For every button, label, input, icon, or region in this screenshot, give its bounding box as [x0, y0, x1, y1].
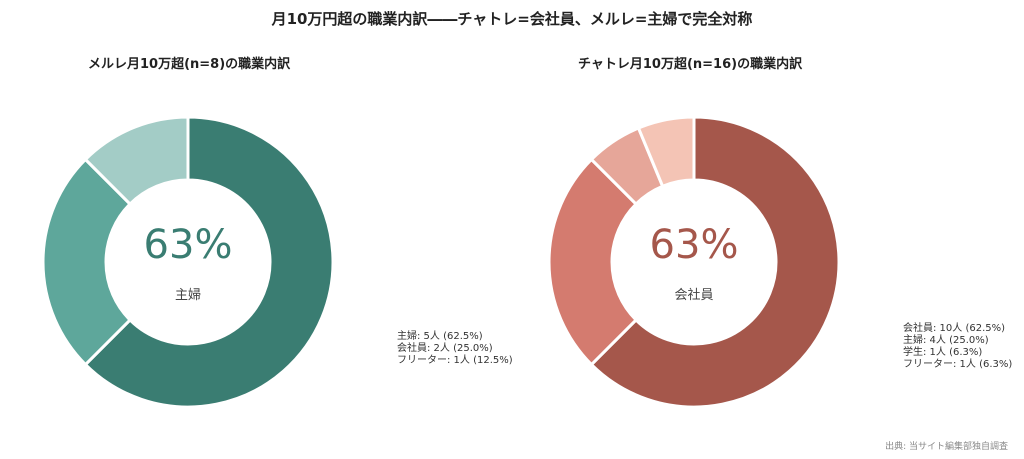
right-center-label: 会社員 — [674, 288, 714, 303]
donut-slice-主婦 — [547, 157, 639, 367]
left-center-label: 主婦 — [174, 288, 201, 303]
legend-item: フリーター: 1人 (6.3%) — [903, 359, 1013, 370]
legend-item: フリーター: 1人 (12.5%) — [397, 355, 513, 366]
donut-slice-フリーター — [83, 115, 190, 207]
donut-slice-フリーター — [636, 115, 696, 189]
source-note: 出典: 当サイト編集部独自調査 — [885, 442, 1008, 452]
right-chart-title: チャトレ月10万超(n=16)の職業内訳 — [578, 57, 803, 72]
right-center-value: 63% — [649, 222, 739, 268]
legend-item: 主婦: 5人 (62.5%) — [397, 331, 483, 342]
right-legend: 会社員: 10人 (62.5%) 主婦: 4人 (25.0%) 学生: 1人 (… — [903, 323, 1012, 371]
chart-main-title: 月10万円超の職業内訳――チャトレ=会社員、メルレ=主婦で完全対称 — [271, 10, 753, 28]
donut-slice-会社員 — [589, 115, 841, 409]
legend-item: 会社員: 2人 (25.0%) — [397, 343, 493, 354]
right-donut-chart — [547, 115, 841, 409]
legend-item: 会社員: 10人 (62.5%) — [903, 323, 1006, 334]
left-legend: 主婦: 5人 (62.5%) 会社員: 2人 (25.0%) フリーター: 1人… — [397, 331, 513, 367]
left-chart-title: メルレ月10万超(n=8)の職業内訳 — [88, 57, 291, 72]
donut-slice-会社員 — [41, 157, 133, 367]
legend-item: 学生: 1人 (6.3%) — [903, 347, 983, 358]
left-donut-chart — [41, 115, 335, 409]
donut-slice-主婦 — [83, 115, 335, 409]
left-center-value: 63% — [143, 222, 233, 268]
legend-item: 主婦: 4人 (25.0%) — [903, 335, 989, 346]
